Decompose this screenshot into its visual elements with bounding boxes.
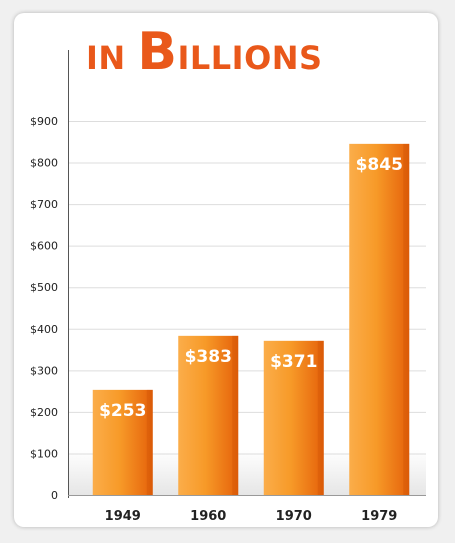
data-labels: $253 $383 $371 $845 xyxy=(99,155,403,421)
data-label: $371 xyxy=(270,352,317,372)
bar-edge-shade xyxy=(146,389,153,495)
x-tick-label: 1970 xyxy=(276,509,312,524)
x-tick-label: 1949 xyxy=(105,509,141,524)
y-tick-label: $500 xyxy=(30,281,58,294)
y-tick-label: $400 xyxy=(30,323,58,336)
y-tick-label: $200 xyxy=(30,406,58,419)
y-tick-label: $700 xyxy=(30,198,58,211)
data-label: $845 xyxy=(356,155,403,175)
y-tick-label: $300 xyxy=(30,364,58,377)
bar xyxy=(178,335,239,495)
y-tick-label: $900 xyxy=(30,115,58,128)
data-label: $383 xyxy=(185,347,232,367)
title-word-in: IN xyxy=(86,39,126,77)
y-tick-label: $100 xyxy=(30,447,58,460)
bar xyxy=(92,389,153,495)
y-tick-label: $600 xyxy=(30,240,58,253)
x-axis-labels: 1949 1960 1970 1979 xyxy=(105,509,398,524)
bars xyxy=(92,143,410,495)
bar xyxy=(349,143,410,495)
chart-title: IN BILLIONS xyxy=(86,26,323,78)
data-label: $253 xyxy=(99,401,146,421)
x-tick-label: 1979 xyxy=(361,509,397,524)
title-initial-b: B xyxy=(137,22,178,82)
bar-edge-shade xyxy=(403,143,410,495)
y-tick-label: $800 xyxy=(30,157,58,170)
title-word-illions: ILLIONS xyxy=(177,39,323,77)
y-tick-label: 0 xyxy=(51,489,58,502)
bar xyxy=(263,340,324,495)
y-axis-ticks: 0 $100 $200 $300 $400 $500 $600 $700 $800 $900 xyxy=(30,115,58,502)
x-tick-label: 1960 xyxy=(190,509,226,524)
bar-edge-shade xyxy=(232,335,239,495)
bar-edge-shade xyxy=(317,340,324,495)
